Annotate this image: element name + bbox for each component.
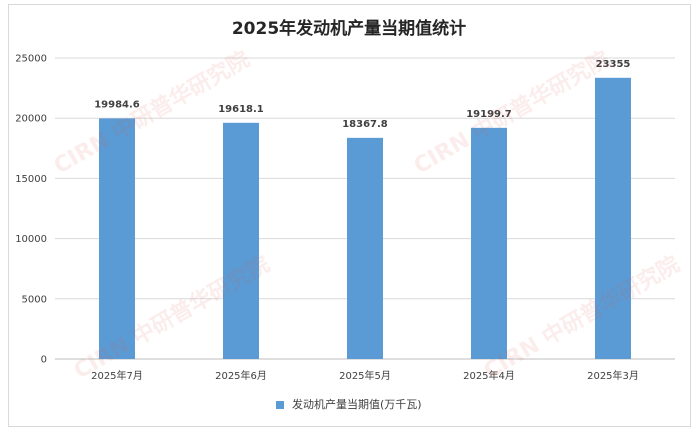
x-tick-label: 2025年3月 [587, 369, 639, 382]
bar [99, 118, 135, 360]
y-tick-label: 20000 [15, 114, 47, 125]
y-axis: 0 5000 10000 15000 20000 25000 [15, 54, 47, 366]
data-label: 23355 [596, 59, 631, 70]
data-labels: 19984.6 19618.1 18367.8 19199.7 23355 [94, 59, 630, 130]
bar [223, 122, 259, 360]
x-axis: 2025年7月 2025年6月 2025年5月 2025年4月 2025年3月 [91, 369, 639, 382]
y-tick-label: 25000 [15, 54, 47, 65]
data-label: 19199.7 [466, 109, 512, 120]
y-tick-label: 5000 [22, 294, 47, 305]
legend-swatch [276, 401, 285, 409]
bar [347, 137, 383, 359]
x-tick-label: 2025年5月 [339, 369, 391, 382]
x-tick-label: 2025年7月 [91, 369, 143, 382]
bars [99, 77, 631, 360]
data-label: 19984.6 [94, 99, 140, 110]
y-tick-label: 10000 [15, 234, 47, 245]
data-label: 18367.8 [342, 119, 388, 130]
chart-title: 2025年发动机产量当期值统计 [231, 19, 467, 39]
y-tick-label: 15000 [15, 174, 47, 185]
y-tick-label: 0 [41, 355, 47, 366]
x-tick-label: 2025年4月 [463, 369, 515, 382]
x-tick-label: 2025年6月 [215, 369, 267, 382]
legend: 发动机产量当期值(万千瓦) [0, 396, 698, 412]
bar [471, 127, 507, 360]
data-label: 19618.1 [218, 104, 264, 115]
legend-label: 发动机产量当期值(万千瓦) [291, 398, 422, 411]
bar [595, 77, 631, 360]
